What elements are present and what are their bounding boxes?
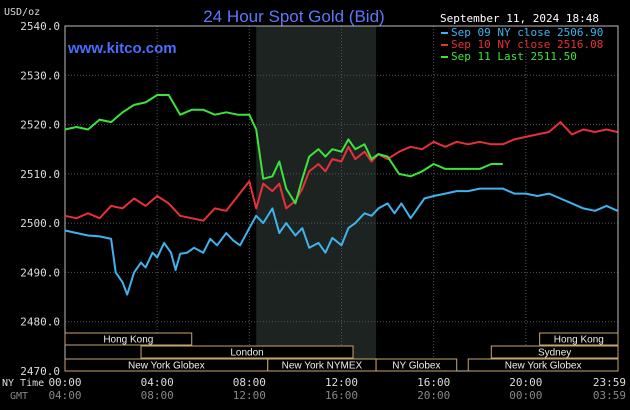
session-label: New York NYMEX	[282, 361, 363, 372]
x-tick-label-gmt: 12:00	[233, 389, 266, 402]
legend-label: Sep 11 Last 2511.50	[451, 50, 577, 63]
x-tick-label-ny: 16:00	[417, 376, 450, 389]
session-box	[140, 345, 354, 359]
y-tick-label: 2520.0	[20, 119, 60, 132]
y-tick-label: 2490.0	[20, 266, 60, 279]
gmt-label: GMT	[10, 391, 28, 402]
series-lines	[64, 94, 618, 296]
y-tick-label: 2480.0	[20, 316, 60, 329]
session-label: Sydney	[538, 348, 571, 359]
watermark: www.kitco.com	[67, 40, 177, 57]
trading-sessions: Hong Kong London New York Globex New York N…	[64, 332, 619, 372]
session-label: Hong Kong	[554, 335, 604, 346]
x-tick-label-gmt: 03:59	[593, 389, 626, 402]
y-tick-label: 2540.0	[20, 20, 60, 33]
x-tick-label-ny: 12:00	[325, 376, 358, 389]
y-tick-label: 2530.0	[20, 69, 60, 82]
y-axis-ticks: 2540.0 2530.0 2520.0 2510.0 2500.0 2490.0 2480…	[20, 20, 60, 378]
session-box	[467, 358, 619, 372]
session-label: Hong Kong	[103, 335, 153, 346]
x-tick-label-gmt: 04:00	[48, 389, 81, 402]
x-tick-label-gmt: 00:00	[509, 389, 542, 402]
y-tick-label: 2470.0	[20, 365, 60, 378]
x-tick-label-ny: 00:00	[48, 376, 81, 389]
x-axis-ticks: 00:0004:0004:0008:0008:0012:0012:0016:00…	[48, 376, 626, 402]
session-box	[490, 345, 619, 359]
series-line-1	[64, 121, 618, 222]
x-tick-label-ny: 04:00	[141, 376, 174, 389]
shaded-region-group	[256, 26, 377, 371]
x-tick-label-gmt: 16:00	[325, 389, 358, 402]
x-tick-label-gmt: 08:00	[141, 389, 174, 402]
ny-time-label: NY Time	[2, 378, 44, 389]
y-tick-label: 2510.0	[20, 168, 60, 181]
x-tick-label-ny: 20:00	[509, 376, 542, 389]
legend-label: Sep 09 NY close 2506.90	[451, 26, 603, 39]
x-tick-label-gmt: 20:00	[417, 389, 450, 402]
session-label: New York Globex	[505, 361, 582, 372]
series-line-2	[64, 94, 503, 205]
unit-label: USD/oz	[4, 7, 40, 18]
session-box	[539, 332, 619, 346]
x-tick-label-ny: 08:00	[233, 376, 266, 389]
session-box	[375, 358, 458, 372]
legend-label: Sep 10 NY close 2516.08	[451, 38, 603, 51]
session-box	[64, 332, 193, 346]
y-tick-label: 2500.0	[20, 217, 60, 230]
x-tick-label-ny: 23:59	[593, 376, 626, 389]
session-label: New York Globex	[128, 361, 205, 372]
chart-title: 24 Hour Spot Gold (Bid)	[203, 7, 384, 26]
series-line-0	[64, 187, 618, 296]
session-label: London	[230, 348, 263, 359]
shaded-region	[256, 26, 377, 371]
session-label: NY Globex	[392, 361, 440, 372]
timestamp: September 11, 2024 18:48	[440, 12, 599, 25]
